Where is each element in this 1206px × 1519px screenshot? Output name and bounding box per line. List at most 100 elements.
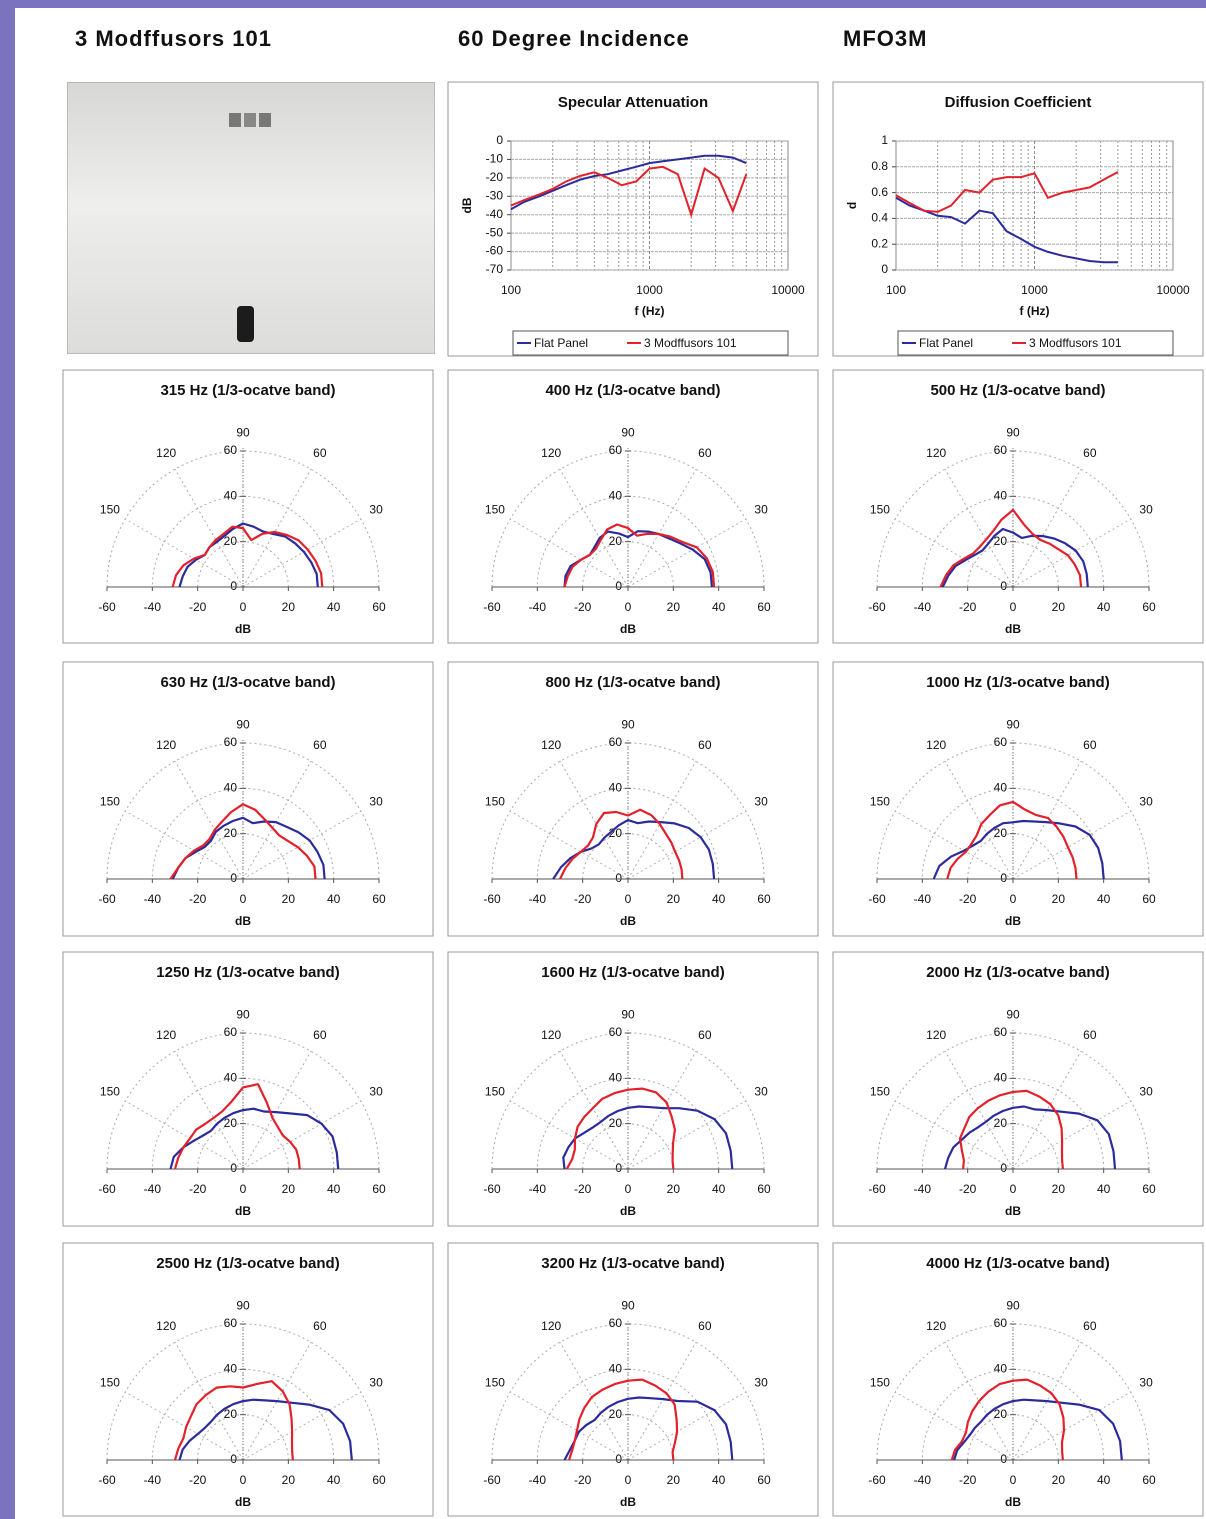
chart-title: Specular Attenuation [558,94,708,111]
angle-label: 120 [926,446,946,460]
x-tick-label: 100 [501,283,521,297]
angle-label: 60 [1083,738,1097,752]
r-tick-label: 60 [224,443,238,457]
x-tick-label: 0 [1010,1473,1017,1487]
r-tick-label: 0 [1000,1161,1007,1175]
x-tick-label: -60 [98,892,116,906]
x-tick-label: 40 [712,892,726,906]
x-axis-label: dB [235,622,251,636]
angle-label: 90 [236,425,250,439]
x-tick-label: -60 [868,600,886,614]
y-tick-label: 0 [496,133,503,147]
angle-label: 60 [698,738,712,752]
r-tick-label: 60 [609,735,623,749]
angle-label: 90 [621,425,635,439]
header: 60 Degree Incidence [458,26,690,51]
angle-label: 150 [485,1084,505,1098]
y-tick-label: -10 [486,152,504,166]
angle-label: 30 [369,794,383,808]
r-tick-label: 0 [230,1452,237,1466]
x-tick-label: -20 [959,1182,977,1196]
x-tick-label: 20 [667,600,681,614]
angle-label: 150 [870,794,890,808]
angle-label: 60 [1083,1028,1097,1042]
x-tick-label: -60 [98,1182,116,1196]
chart-title: 2500 Hz (1/3-ocatve band) [156,1255,339,1272]
x-tick-label: -20 [189,600,207,614]
r-tick-label: 40 [609,781,623,795]
r-tick-label: 60 [609,1316,623,1330]
x-axis-label: dB [620,1204,636,1218]
x-tick-label: 40 [1097,600,1111,614]
angle-label: 150 [870,1084,890,1098]
x-tick-label: 0 [1010,1182,1017,1196]
x-axis-label: dB [1005,1204,1021,1218]
x-tick-label: 20 [667,892,681,906]
x-tick-label: 1000 [636,283,663,297]
angle-label: 90 [236,717,250,731]
chart-title: 630 Hz (1/3-ocatve band) [160,674,335,691]
x-tick-label: 40 [712,600,726,614]
x-tick-label: -20 [574,600,592,614]
x-tick-label: -20 [189,1182,207,1196]
angle-label: 30 [1139,502,1153,516]
x-tick-label: 0 [240,892,247,906]
chart-title: 3200 Hz (1/3-ocatve band) [541,1255,724,1272]
x-tick-label: 40 [327,1182,341,1196]
angle-label: 30 [754,794,768,808]
angle-label: 150 [100,1375,120,1389]
angle-label: 30 [754,502,768,516]
x-tick-label: -40 [144,1182,162,1196]
angle-label: 90 [1006,425,1020,439]
r-tick-label: 40 [609,489,623,503]
angle-label: 120 [926,738,946,752]
y-tick-label: 0.8 [871,159,888,173]
r-tick-label: 0 [230,871,237,885]
x-tick-label: -40 [144,1473,162,1487]
x-tick-label: -60 [483,892,501,906]
x-tick-label: 60 [1142,1182,1156,1196]
x-tick-label: 10000 [771,283,805,297]
angle-label: 30 [369,1084,383,1098]
angle-label: 150 [100,794,120,808]
y-tick-label: -70 [486,262,504,276]
x-tick-label: 40 [1097,892,1111,906]
angle-label: 90 [621,1007,635,1021]
photo-object [244,113,256,127]
x-tick-label: 60 [757,600,771,614]
x-tick-label: -60 [483,1182,501,1196]
angle-label: 30 [1139,794,1153,808]
x-tick-label: 60 [757,1182,771,1196]
angle-label: 150 [870,502,890,516]
x-tick-label: 20 [282,600,296,614]
y-tick-label: 0 [881,262,888,276]
x-tick-label: -40 [914,1182,932,1196]
x-tick-label: -40 [144,892,162,906]
angle-label: 90 [236,1298,250,1312]
y-tick-label: 0.6 [871,185,888,199]
chart-title: 400 Hz (1/3-ocatve band) [545,382,720,399]
angle-label: 150 [485,794,505,808]
angle-label: 90 [621,1298,635,1312]
x-tick-label: -20 [189,892,207,906]
legend-label: Flat Panel [534,336,588,350]
r-tick-label: 40 [994,781,1008,795]
x-tick-label: -20 [959,892,977,906]
angle-label: 90 [236,1007,250,1021]
angle-label: 30 [754,1084,768,1098]
angle-label: 30 [754,1375,768,1389]
r-tick-label: 60 [994,1025,1008,1039]
x-tick-label: 60 [372,892,386,906]
angle-label: 150 [100,502,120,516]
angle-label: 60 [1083,446,1097,460]
angle-label: 30 [1139,1084,1153,1098]
r-tick-label: 40 [224,781,238,795]
x-tick-label: 0 [1010,892,1017,906]
angle-label: 120 [541,738,561,752]
x-tick-label: -20 [574,1473,592,1487]
y-tick-label: -20 [486,170,504,184]
y-tick-label: -30 [486,188,504,202]
x-tick-label: 20 [1052,600,1066,614]
x-tick-label: 40 [712,1473,726,1487]
angle-label: 120 [156,738,176,752]
